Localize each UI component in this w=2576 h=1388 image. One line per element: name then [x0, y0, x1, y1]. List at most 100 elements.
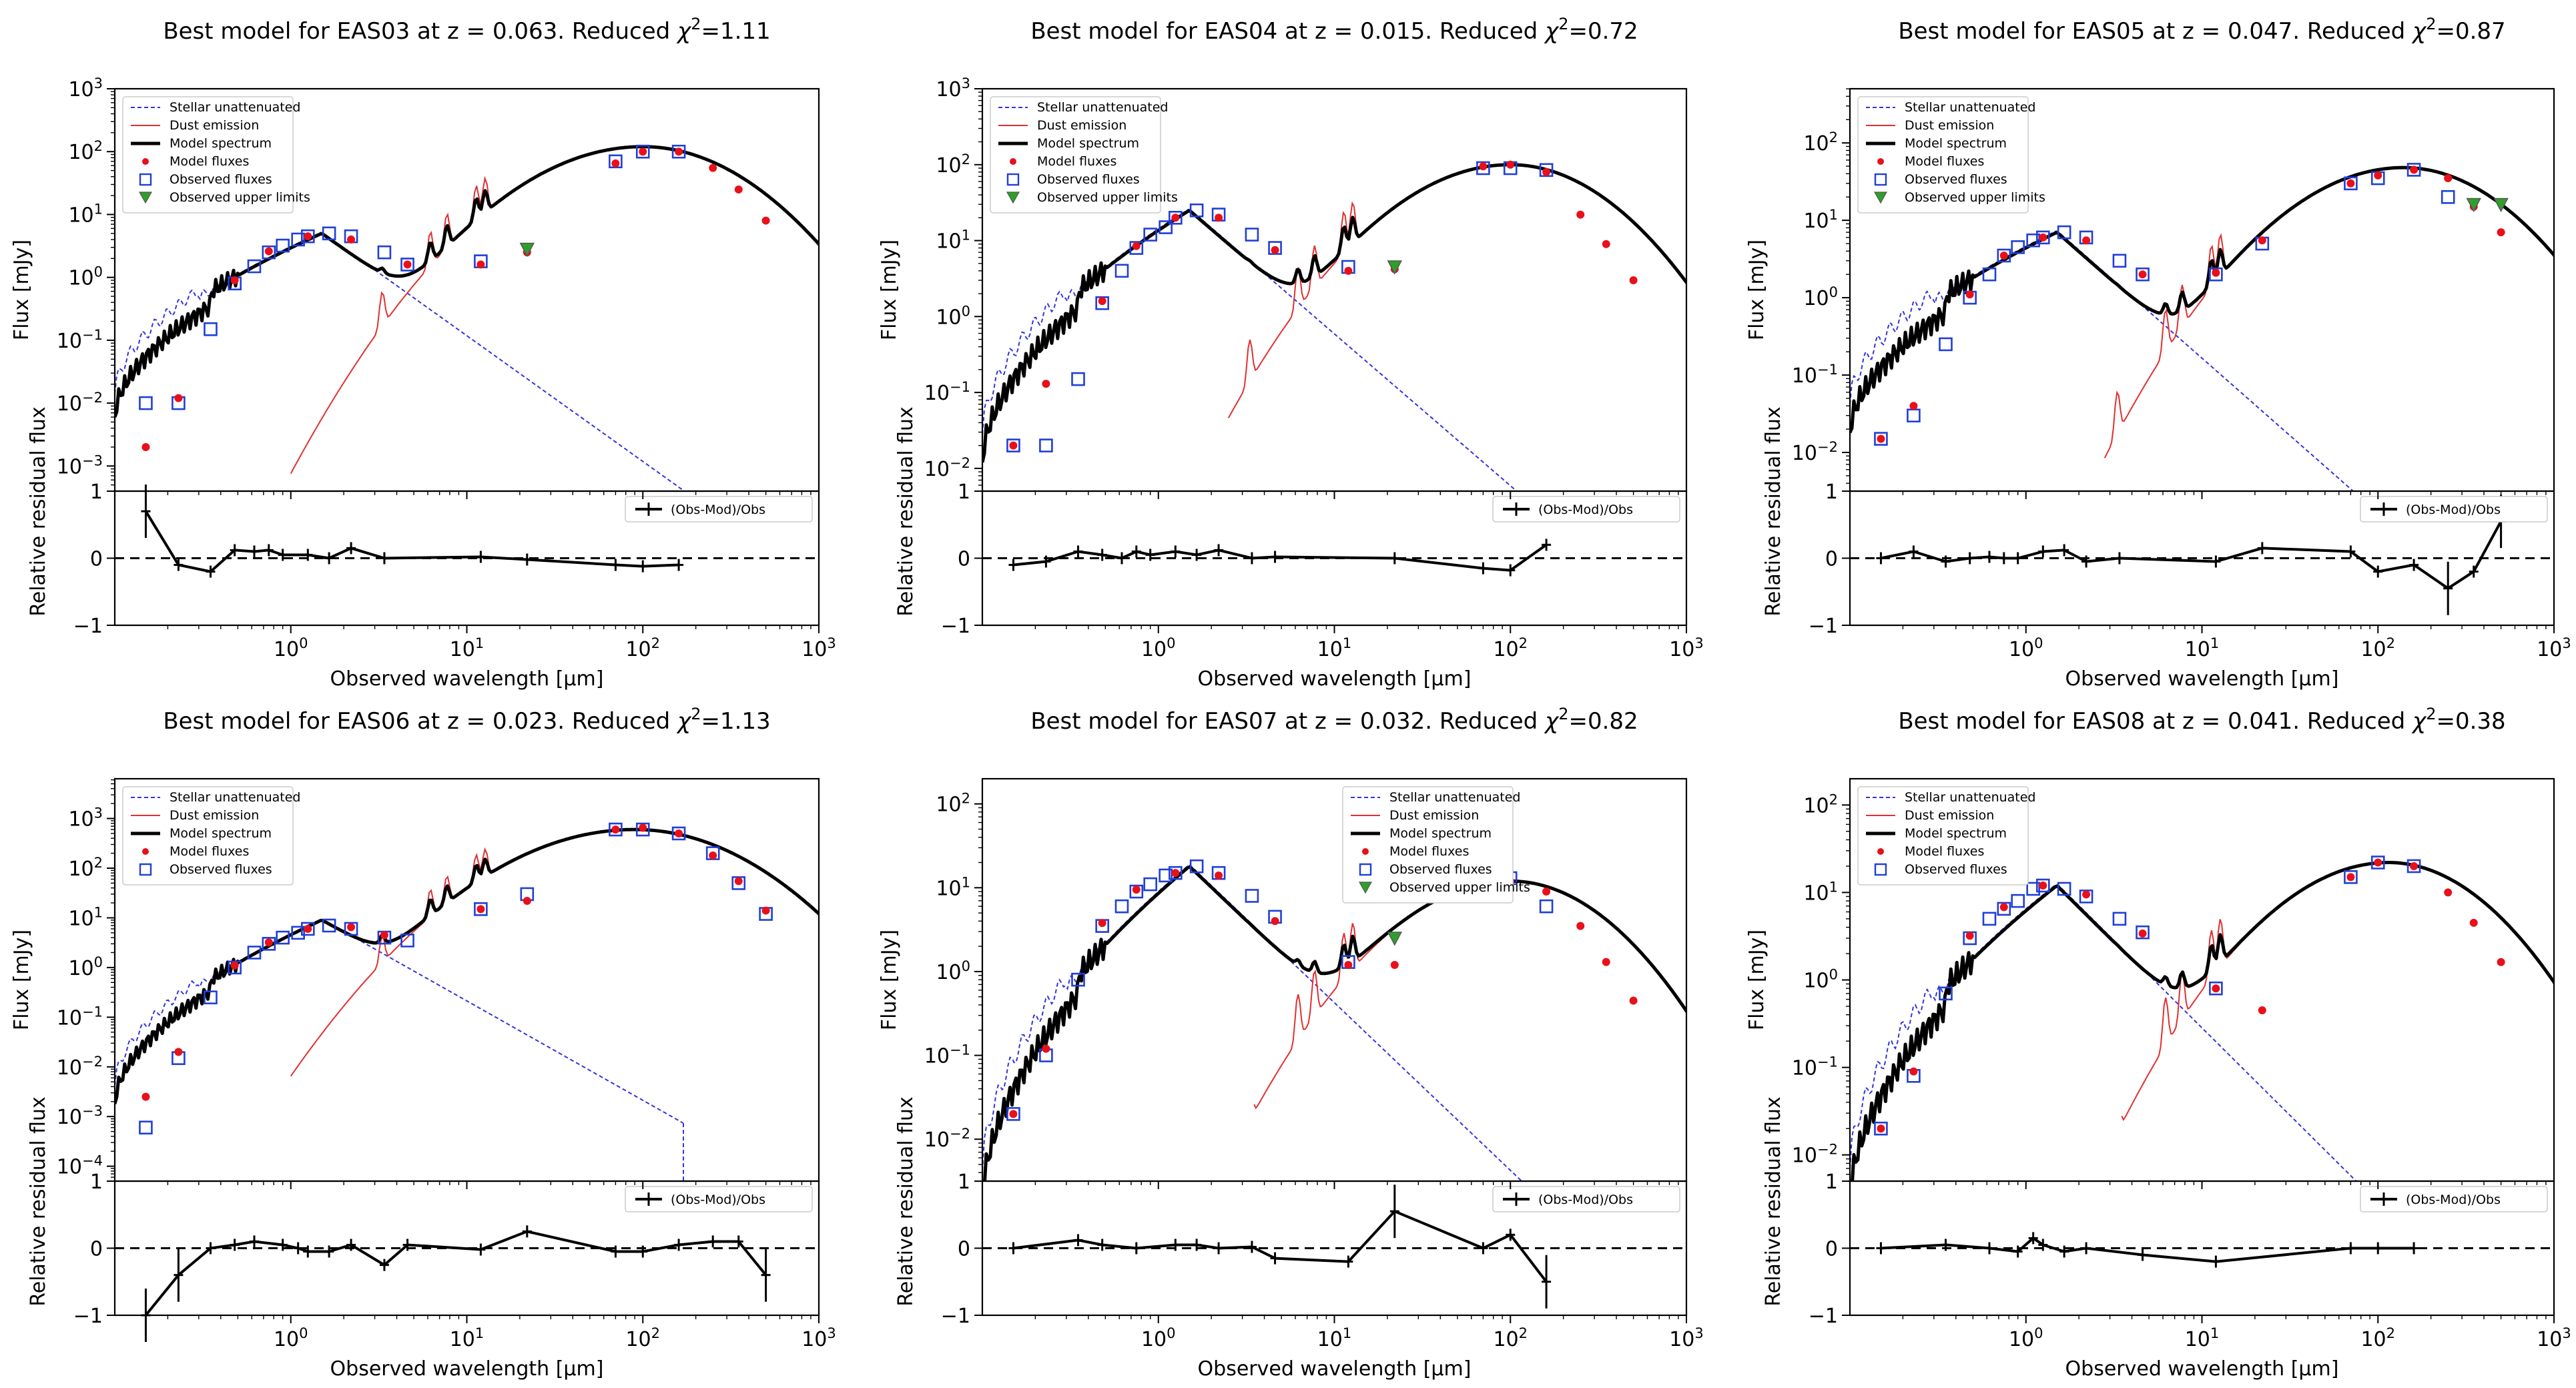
x-tick-label: 103 — [2537, 635, 2571, 661]
model-flux-marker — [1479, 162, 1488, 171]
observed-flux-marker — [322, 226, 336, 241]
observed-flux-marker — [2011, 894, 2025, 908]
residual-legend-box — [625, 1186, 813, 1212]
x-tick-label: 100 — [2009, 1325, 2043, 1351]
observed-flux-marker — [2344, 870, 2358, 884]
observed-flux-marker — [2209, 267, 2223, 282]
x-tick-label: 102 — [2360, 1325, 2395, 1351]
residual-legend-label: (Obs-Mod)/Obs — [2406, 502, 2501, 517]
y-tick-label: 10−2 — [57, 1054, 103, 1080]
model-flux-marker — [2497, 958, 2505, 966]
chart-title: Best model for EAS06 at z = 0.023. Reduc… — [163, 705, 770, 735]
legend-swatch-observed — [1359, 863, 1372, 876]
title-text: Best model for EAS08 at z = 0.041. Reduc… — [1898, 708, 2412, 735]
residual-legend: (Obs-Mod)/Obs — [625, 496, 813, 523]
model-flux-marker — [2410, 861, 2419, 870]
model-flux-marker — [639, 823, 647, 832]
y-tick-label: 100 — [936, 958, 970, 984]
observed-flux-marker — [1006, 438, 1020, 452]
observed-flux-marker — [291, 926, 305, 940]
sed-plot-area — [1850, 855, 2554, 1181]
model-flux-marker — [1171, 869, 1180, 878]
y-axis-label: Flux [mJy] — [10, 240, 33, 340]
observed-flux-marker — [1159, 868, 1173, 883]
residual-y-tick-label: 0 — [958, 1238, 970, 1261]
model-flux-marker — [1098, 297, 1106, 306]
observed-flux-marker — [2057, 225, 2071, 240]
sed-legend: Stellar unattenuated Dust emission Model s… — [1857, 96, 2045, 214]
observed-flux-marker — [2112, 254, 2127, 268]
model-flux-marker — [709, 163, 717, 172]
chi-symbol: χ — [2411, 708, 2427, 735]
chi-value: =1.13 — [701, 708, 770, 735]
x-tick-label: 101 — [2185, 635, 2220, 661]
observed-flux-marker — [276, 930, 290, 945]
stellar-unattenuated-line — [115, 919, 684, 1124]
x-tick-label: 100 — [1141, 635, 1176, 661]
title-text: Best model for EAS06 at z = 0.023. Reduc… — [163, 708, 677, 735]
observed-flux-marker — [262, 937, 276, 951]
residual-legend: (Obs-Mod)/Obs — [1492, 496, 1680, 523]
legend-label-dust: Dust emission — [1905, 118, 1994, 133]
observed-flux-marker — [635, 822, 650, 837]
y-tick-label: 10−1 — [924, 379, 970, 405]
model-flux-marker — [761, 216, 770, 225]
observed-flux-marker — [1143, 228, 1157, 242]
observed-flux-marker — [2036, 878, 2050, 893]
observed-flux-marker — [276, 238, 290, 253]
observed-flux-marker — [1874, 432, 1888, 446]
residual-legend-box — [625, 496, 813, 523]
y-axis-label: Flux [mJy] — [10, 930, 33, 1030]
y-tick-label: 101 — [936, 874, 970, 900]
residual-y-tick-label: −1 — [73, 1305, 103, 1328]
y-tick-label: 10−4 — [57, 1153, 103, 1179]
observed-flux-marker — [2344, 176, 2358, 191]
residual-legend-box — [1492, 496, 1680, 523]
model-flux-marker — [347, 923, 356, 932]
model-flux-marker — [1909, 1067, 1918, 1076]
model-flux-marker — [1042, 1044, 1050, 1053]
model-flux-marker — [2212, 268, 2220, 277]
residual-y-axis-label: Relative residual flux — [1762, 406, 1785, 617]
legend-label-stellar: Stellar unattenuated — [1389, 790, 1521, 805]
residual-y-tick-label: 1 — [958, 1170, 970, 1194]
legend-label-dust: Dust emission — [170, 808, 259, 823]
model-flux-marker — [761, 906, 770, 915]
upper-limit-marker — [519, 242, 535, 258]
legend-label-model_spec: Model spectrum — [1037, 136, 1139, 151]
title-text: Best model for EAS07 at z = 0.032. Reduc… — [1030, 708, 1545, 735]
observed-flux-marker — [1159, 220, 1173, 234]
sed-plot-area — [982, 160, 1686, 491]
x-tick-label: 103 — [801, 635, 836, 661]
observed-flux-marker — [2112, 912, 2127, 926]
model-flux-marker — [1098, 919, 1106, 928]
observed-flux-marker — [1245, 889, 1259, 903]
observed-flux-marker — [139, 396, 153, 410]
residual-line — [1013, 1209, 1548, 1283]
legend-label-dust: Dust emission — [170, 118, 259, 133]
model-flux-marker — [2039, 882, 2047, 890]
residual-line — [144, 510, 679, 573]
observed-flux-marker — [474, 902, 488, 916]
model-flux-marker — [1009, 1110, 1018, 1118]
observed-flux-marker — [2406, 163, 2421, 177]
model-spectrum-line — [983, 865, 1686, 1181]
chart-title: Best model for EAS03 at z = 0.063. Reduc… — [163, 15, 770, 45]
chi-symbol: χ — [676, 708, 692, 735]
sed-legend: Stellar unattenuated Dust emission Model s… — [122, 96, 310, 214]
sed-plot-area — [115, 822, 819, 1181]
model-flux-marker — [611, 825, 620, 834]
y-tick-label: 100 — [68, 954, 103, 980]
residual-legend: (Obs-Mod)/Obs — [625, 1186, 813, 1212]
model-flux-marker — [1965, 290, 1974, 299]
sed-plot-area — [982, 859, 1686, 1181]
residual-legend-label: (Obs-Mod)/Obs — [1538, 502, 1633, 517]
model-flux-marker — [1009, 441, 1018, 450]
residual-y-tick-label: 0 — [90, 548, 103, 571]
observed-flux-marker — [1114, 899, 1129, 914]
residual-legend-box — [2360, 496, 2548, 523]
legend-swatch-observed — [1874, 863, 1887, 876]
model-flux-marker — [1271, 246, 1279, 254]
chi-symbol: χ — [1544, 708, 1560, 735]
model-flux-marker — [1171, 214, 1180, 222]
